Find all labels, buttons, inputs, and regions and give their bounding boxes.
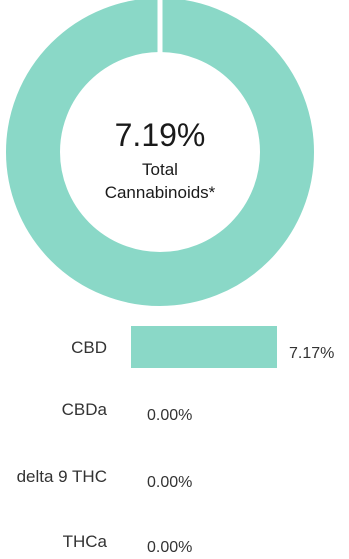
value-label: 0.00% — [147, 474, 192, 491]
total-label-line1: Total — [142, 160, 178, 179]
category-label: THCa — [63, 532, 108, 551]
category-label: CBDa — [62, 400, 108, 419]
donut-gap — [157, 0, 163, 56]
category-label: delta 9 THC — [17, 467, 107, 486]
bar — [131, 326, 277, 368]
total-label-line2: Cannabinoids* — [104, 183, 216, 202]
category-label: CBD — [71, 338, 107, 357]
value-label: 0.00% — [147, 407, 192, 424]
total-value: 7.19% — [114, 117, 206, 153]
value-label: 7.17% — [289, 345, 334, 362]
value-label: 0.00% — [147, 539, 192, 556]
total-cannabinoids-donut — [6, 0, 314, 306]
